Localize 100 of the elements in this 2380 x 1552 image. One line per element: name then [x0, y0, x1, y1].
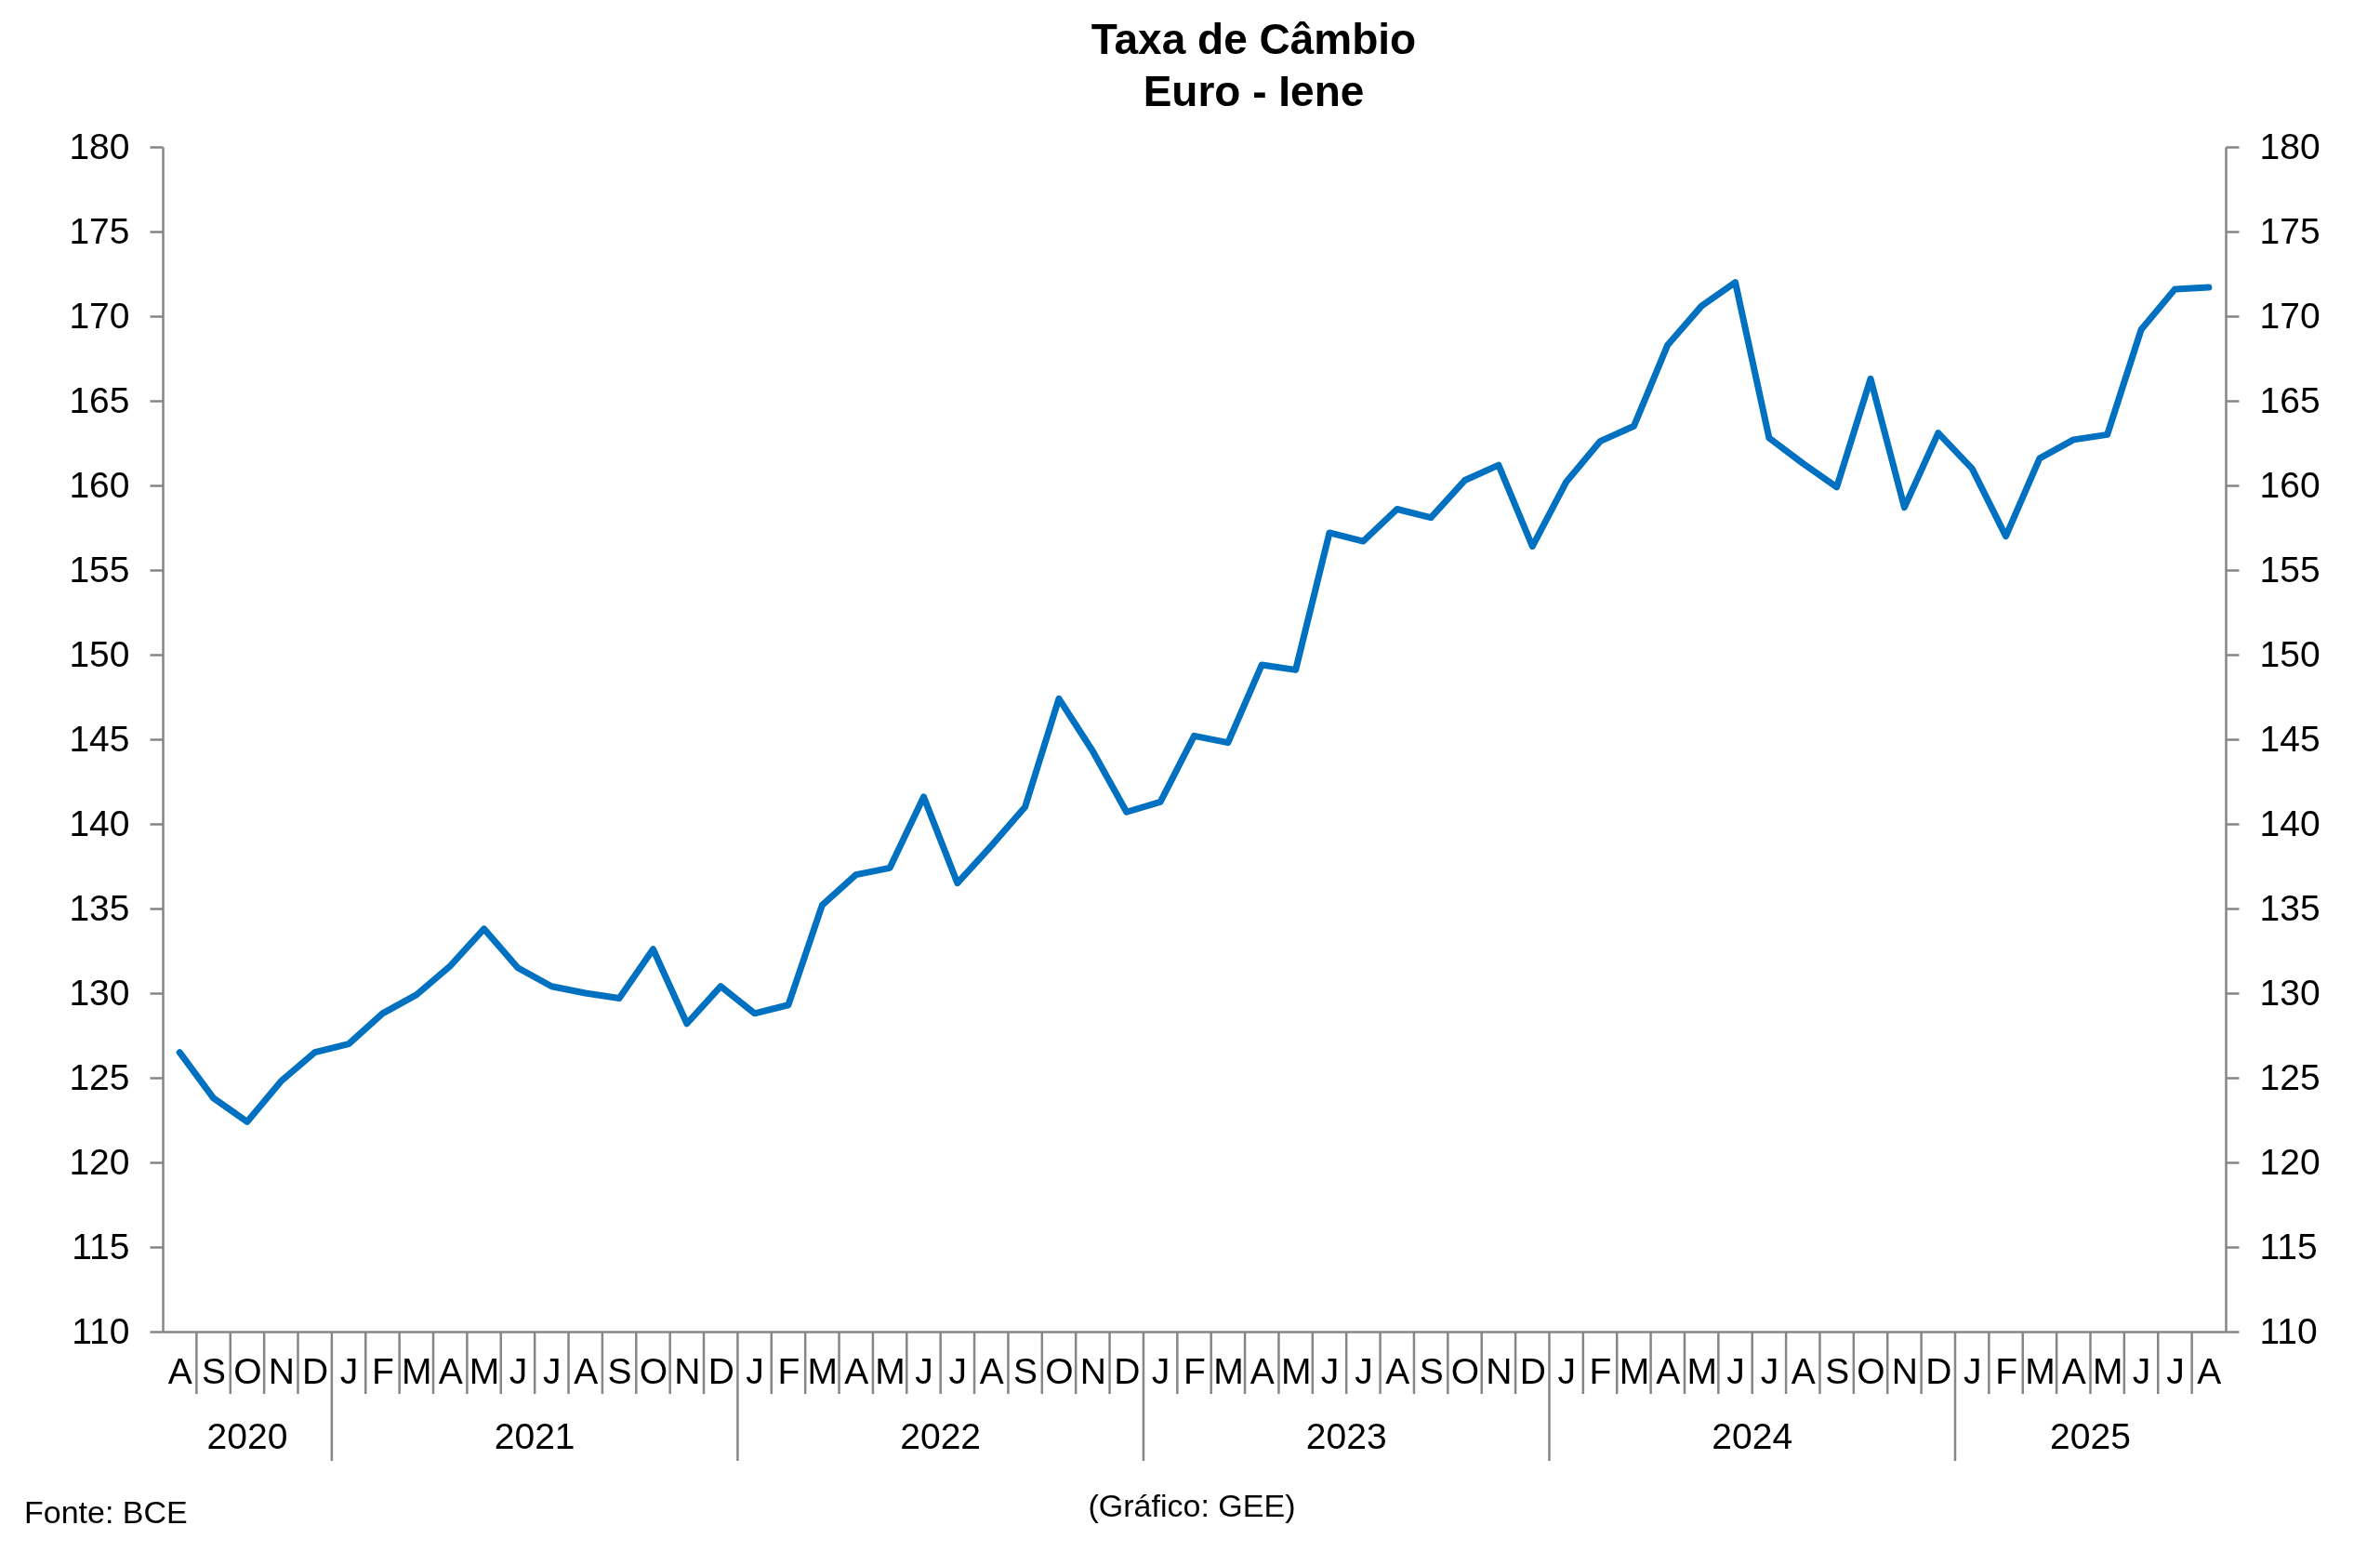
x-tick-label: J: [1963, 1350, 1982, 1391]
text: 2020: [206, 1416, 288, 1456]
x-tick-label: J: [948, 1350, 968, 1391]
x-tick-label: A: [574, 1350, 599, 1391]
x-tick-label: J: [339, 1350, 359, 1391]
x-tick-label: F: [372, 1350, 394, 1391]
x-tick-label: D: [1925, 1350, 1952, 1391]
y2-tick-label: 120: [2259, 1141, 2320, 1182]
text: 2023: [1305, 1416, 1387, 1456]
y2-tick-label: 130: [2259, 972, 2320, 1013]
text: 2025: [2050, 1416, 2131, 1456]
y2-tick-label: 125: [2259, 1056, 2320, 1097]
chart-subtitle: Euro - Iene: [1143, 67, 1365, 115]
x-tick-label: M: [875, 1350, 906, 1391]
chart-title: Taxa de Câmbio: [1091, 15, 1417, 63]
x-tick-label: M: [1619, 1350, 1650, 1391]
x-tick-label: O: [1045, 1350, 1074, 1391]
y2-tick-label: 165: [2259, 379, 2320, 420]
x-tick-label: D: [1114, 1350, 1141, 1391]
x-tick-label: A: [167, 1350, 192, 1391]
source-note: Fonte: BCE: [24, 1494, 188, 1530]
y2-tick-label: 140: [2259, 803, 2320, 843]
x-tick-label: M: [2092, 1350, 2123, 1391]
y2-tick-label: 110: [2259, 1310, 2318, 1351]
x-tick-label: D: [707, 1350, 734, 1391]
y-tick-label: 115: [72, 1226, 130, 1267]
x-tick-label: A: [1791, 1350, 1816, 1391]
y-tick-label: 175: [69, 210, 130, 251]
y2-tick-label: 145: [2259, 718, 2320, 759]
x-tick-label: M: [469, 1350, 500, 1391]
y2-tick-label: 170: [2259, 295, 2320, 336]
y-tick-label: 160: [69, 464, 130, 505]
x-tick-label: M: [2025, 1350, 2056, 1391]
x-tick-label: N: [674, 1350, 701, 1391]
y-tick-label: 150: [69, 633, 130, 674]
x-tick-label: M: [1686, 1350, 1717, 1391]
x-tick-label: J: [1320, 1350, 1340, 1391]
x-tick-label: F: [1589, 1350, 1612, 1391]
y2-tick-label: 180: [2259, 126, 2320, 166]
x-tick-label: J: [915, 1350, 933, 1391]
y-tick-label: 170: [69, 295, 130, 336]
y-tick-label: 145: [69, 718, 130, 759]
x-tick-label: J: [509, 1350, 528, 1391]
x-tick-label: D: [1519, 1350, 1546, 1391]
x-tick-label: N: [1079, 1350, 1106, 1391]
y-tick-label: 155: [69, 549, 130, 590]
y-tick-label: 110: [72, 1310, 130, 1351]
x-tick-label: J: [2132, 1350, 2151, 1391]
x-tick-label: A: [438, 1350, 463, 1391]
x-tick-label: D: [302, 1350, 329, 1391]
x-tick-label: J: [2166, 1350, 2185, 1391]
y-tick-label: 120: [69, 1141, 130, 1182]
x-tick-label: F: [1995, 1350, 2017, 1391]
x-tick-label: A: [1656, 1350, 1681, 1391]
y2-tick-label: 150: [2259, 633, 2320, 674]
x-tick-label: J: [1355, 1350, 1373, 1391]
x-tick-label: J: [746, 1350, 764, 1391]
y-tick-label: 135: [69, 887, 130, 928]
y2-tick-label: 115: [2259, 1226, 2318, 1267]
x-tick-label: S: [1419, 1350, 1444, 1391]
x-tick-label: N: [1891, 1350, 1918, 1391]
y-tick-label: 140: [69, 803, 130, 843]
text: 2022: [900, 1416, 982, 1456]
y-tick-label: 130: [69, 972, 130, 1013]
x-tick-label: M: [1280, 1350, 1312, 1391]
x-tick-label: A: [1385, 1350, 1410, 1391]
x-tick-label: N: [1486, 1350, 1513, 1391]
x-tick-label: S: [202, 1350, 227, 1391]
x-tick-label: S: [607, 1350, 632, 1391]
y-tick-label: 125: [69, 1056, 130, 1097]
text: 2024: [1712, 1416, 1793, 1456]
x-tick-label: O: [233, 1350, 262, 1391]
text: 2021: [494, 1416, 575, 1456]
x-tick-label: A: [844, 1350, 869, 1391]
x-tick-label: M: [402, 1350, 432, 1391]
y2-tick-label: 155: [2259, 549, 2320, 590]
x-tick-label: J: [1726, 1350, 1745, 1391]
x-tick-label: J: [1557, 1350, 1576, 1391]
x-tick-label: O: [1857, 1350, 1885, 1391]
x-tick-label: J: [543, 1350, 562, 1391]
x-tick-label: S: [1825, 1350, 1850, 1391]
x-tick-label: S: [1013, 1350, 1038, 1391]
y2-tick-label: 160: [2259, 464, 2320, 505]
x-tick-label: A: [2197, 1350, 2222, 1391]
x-tick-label: A: [2061, 1350, 2086, 1391]
x-tick-label: A: [979, 1350, 1004, 1391]
x-tick-label: O: [1450, 1350, 1480, 1391]
x-tick-label: O: [639, 1350, 668, 1391]
y2-tick-label: 135: [2259, 887, 2320, 928]
text: (Gráfico: GEE): [1088, 1488, 1296, 1523]
x-tick-label: M: [807, 1350, 839, 1391]
y-tick-label: 180: [69, 126, 130, 166]
x-tick-label: N: [268, 1350, 295, 1391]
x-tick-label: J: [1760, 1350, 1779, 1391]
x-tick-label: M: [1213, 1350, 1244, 1391]
y2-tick-label: 175: [2259, 210, 2320, 251]
x-tick-label: A: [1250, 1350, 1275, 1391]
x-tick-label: F: [1183, 1350, 1206, 1391]
x-tick-label: J: [1151, 1350, 1170, 1391]
y-tick-label: 165: [69, 379, 130, 420]
